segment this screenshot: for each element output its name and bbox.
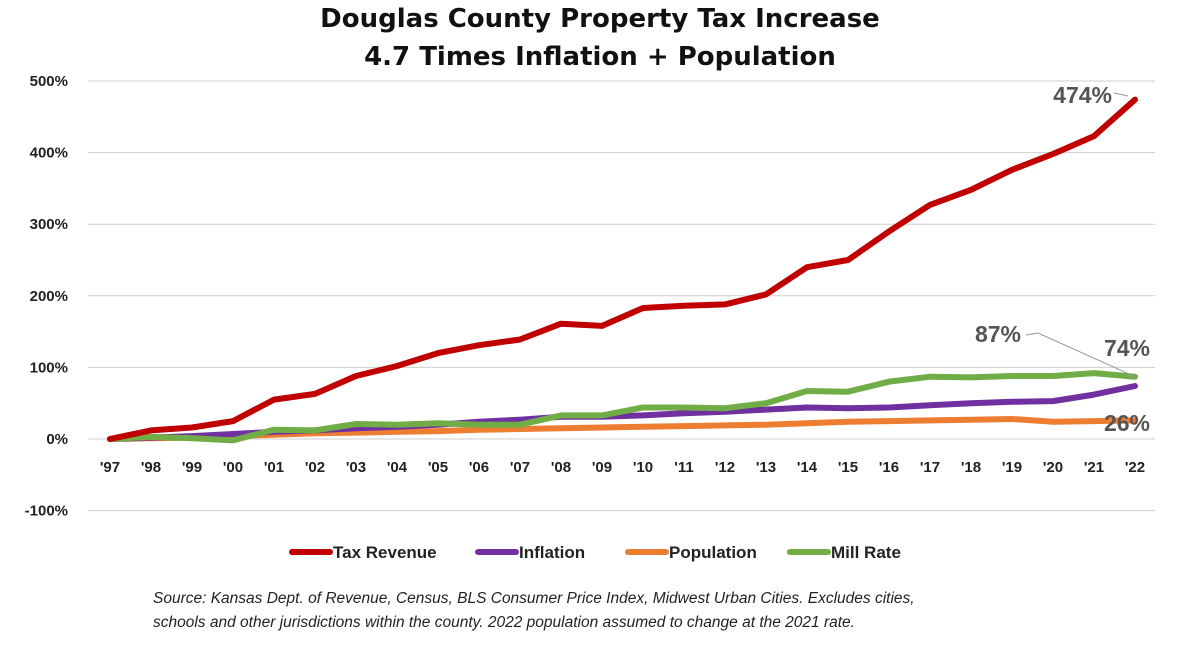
x-tick-label: '10 bbox=[633, 459, 653, 476]
annotation-mill-rate: 87% bbox=[975, 321, 1021, 347]
y-tick-label: -100% bbox=[25, 503, 68, 520]
y-tick-label: 0% bbox=[46, 431, 68, 448]
x-tick-label: '11 bbox=[674, 459, 693, 476]
annotation-population: 26% bbox=[1104, 410, 1150, 436]
series-line-population bbox=[107, 416, 1138, 442]
series-line-mill-rate bbox=[107, 370, 1138, 444]
x-tick-label: '04 bbox=[387, 459, 408, 476]
x-tick-label: '00 bbox=[223, 459, 243, 476]
legend-label: Mill Rate bbox=[831, 543, 901, 562]
x-tick-label: '12 bbox=[715, 459, 735, 476]
x-tick-label: '98 bbox=[141, 459, 161, 476]
x-tick-label: '09 bbox=[592, 459, 612, 476]
x-tick-label: '21 bbox=[1084, 459, 1104, 476]
x-tick-label: '15 bbox=[838, 459, 858, 476]
source-note-line1: Source: Kansas Dept. of Revenue, Census,… bbox=[153, 590, 915, 607]
y-tick-label: 400% bbox=[30, 145, 68, 162]
y-tick-label: 100% bbox=[30, 359, 68, 376]
source-note-line2: schools and other jurisdictions within t… bbox=[153, 614, 855, 631]
chart-title-line2: 4.7 Times Inflation + Population bbox=[364, 42, 836, 72]
annotation-tax-revenue: 474% bbox=[1053, 82, 1112, 108]
x-tick-label: '19 bbox=[1002, 459, 1022, 476]
y-tick-label: 300% bbox=[30, 216, 68, 233]
x-tick-label: '17 bbox=[920, 459, 940, 476]
y-tick-label: 500% bbox=[30, 73, 68, 90]
x-tick-label: '13 bbox=[756, 459, 776, 476]
x-tick-label: '97 bbox=[100, 459, 120, 476]
x-tick-label: '08 bbox=[551, 459, 571, 476]
series-line-tax-revenue bbox=[107, 96, 1138, 442]
legend-label: Tax Revenue bbox=[333, 543, 437, 562]
x-tick-label: '02 bbox=[305, 459, 325, 476]
annotation-leader bbox=[1113, 92, 1129, 97]
chart-title-line1: Douglas County Property Tax Increase bbox=[320, 4, 880, 34]
x-tick-label: '05 bbox=[428, 459, 448, 476]
x-tick-label: '99 bbox=[182, 459, 202, 476]
x-tick-label: '03 bbox=[346, 459, 366, 476]
annotation-leader bbox=[1025, 332, 1039, 336]
x-tick-label: '18 bbox=[961, 459, 981, 476]
y-tick-label: 200% bbox=[30, 288, 68, 305]
legend-label: Population bbox=[669, 543, 757, 562]
annotation-inflation: 74% bbox=[1104, 335, 1150, 361]
x-tick-label: '14 bbox=[797, 459, 818, 476]
x-tick-label: '06 bbox=[469, 459, 489, 476]
legend-label: Inflation bbox=[519, 543, 585, 562]
x-tick-label: '22 bbox=[1125, 459, 1145, 476]
annotation-leader bbox=[1037, 332, 1136, 378]
x-tick-label: '16 bbox=[879, 459, 899, 476]
x-tick-label: '07 bbox=[510, 459, 530, 476]
x-tick-label: '01 bbox=[264, 459, 284, 476]
x-tick-label: '20 bbox=[1043, 459, 1063, 476]
